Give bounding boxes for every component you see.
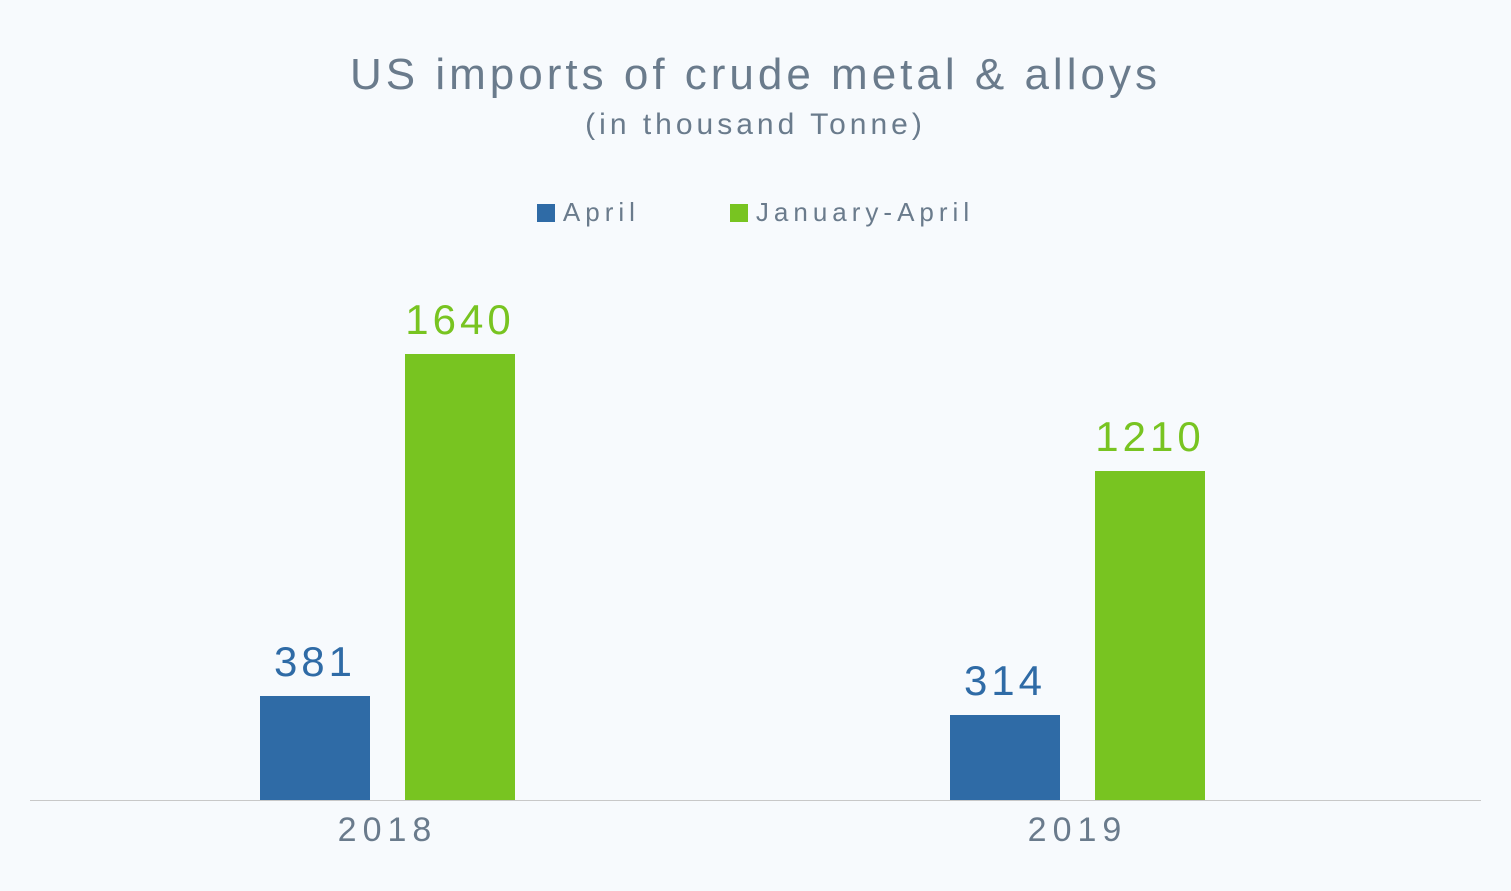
bar-group-2018: 381 1640 [260, 296, 515, 800]
bar-wrap-2018-april: 381 [260, 638, 370, 800]
bar-label-2018-jan-apr: 1640 [405, 296, 514, 344]
x-label-2019: 2019 [928, 811, 1228, 850]
plot-area: 381 1640 314 1210 [30, 311, 1481, 801]
bar-label-2019-jan-apr: 1210 [1095, 413, 1204, 461]
chart-subtitle: (in thousand Tonne) [0, 108, 1511, 142]
x-axis-labels: 2018 2019 [30, 811, 1481, 866]
bar-2019-april [950, 715, 1060, 800]
bar-label-2018-april: 381 [274, 638, 356, 686]
x-label-2018: 2018 [238, 811, 538, 850]
legend-label-jan-apr: January-April [756, 197, 974, 228]
bar-2018-jan-apr [405, 354, 515, 800]
bar-group-2019: 314 1210 [950, 413, 1205, 800]
legend-item-april: April [537, 197, 640, 228]
chart-title: US imports of crude metal & alloys [0, 50, 1511, 100]
legend-swatch-jan-apr [730, 204, 748, 222]
bar-wrap-2018-jan-apr: 1640 [405, 296, 515, 800]
legend: April January-April [0, 197, 1511, 228]
bar-wrap-2019-april: 314 [950, 657, 1060, 800]
chart-container: US imports of crude metal & alloys (in t… [0, 0, 1511, 891]
bar-wrap-2019-jan-apr: 1210 [1095, 413, 1205, 800]
legend-swatch-april [537, 204, 555, 222]
bar-2019-jan-apr [1095, 471, 1205, 800]
title-block: US imports of crude metal & alloys (in t… [0, 0, 1511, 142]
legend-label-april: April [563, 197, 640, 228]
bar-label-2019-april: 314 [964, 657, 1046, 705]
legend-item-jan-apr: January-April [730, 197, 974, 228]
bar-2018-april [260, 696, 370, 800]
